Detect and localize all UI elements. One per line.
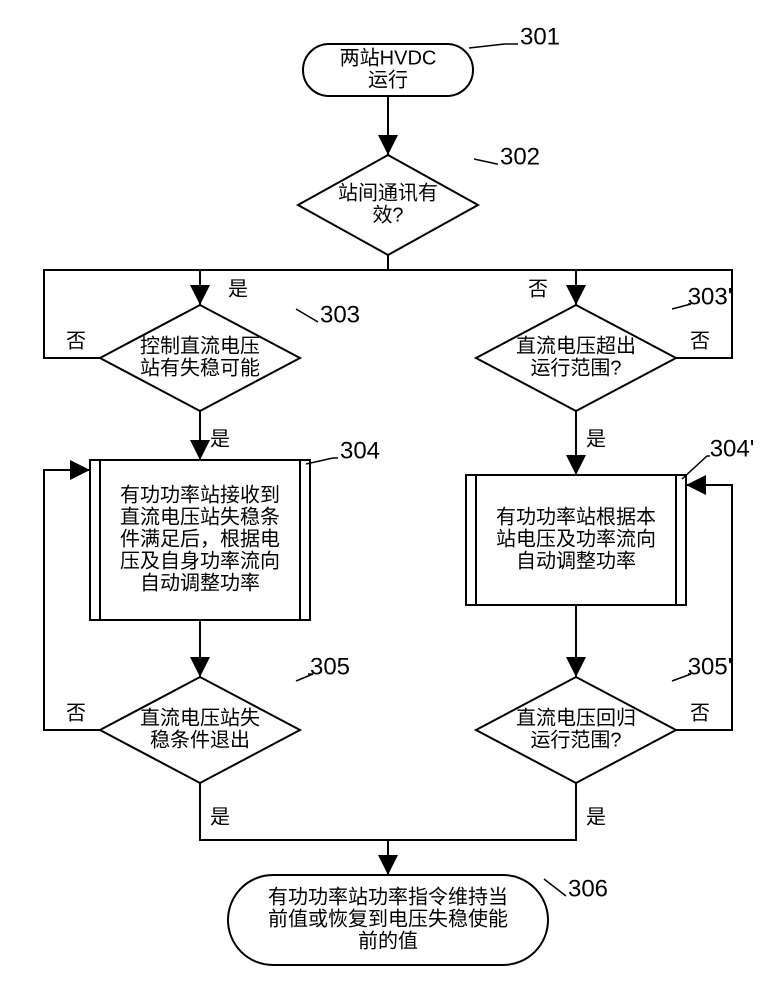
node-n306: 有功功率站功率指令维持当前值或恢复到电压失稳使能前的值 — [228, 875, 548, 965]
edge-label: 是 — [210, 806, 230, 828]
node-n305p: 直流电压回归运行范围? — [476, 677, 676, 783]
svg-text:运行范围?: 运行范围? — [530, 728, 621, 751]
callout-n305p: 305' — [672, 653, 732, 681]
flowchart: 是否否是否是否否是是两站HVDC运行301站间通讯有效?302控制直流电压站有失… — [0, 0, 776, 1000]
svg-text:自动调整功率: 自动调整功率 — [140, 571, 260, 594]
edge-label: 否 — [690, 330, 710, 352]
svg-text:305': 305' — [688, 653, 733, 680]
svg-text:304: 304 — [340, 437, 380, 464]
node-n301: 两站HVDC运行 — [303, 44, 473, 96]
callout-n304: 304 — [306, 437, 380, 464]
svg-text:直流电压回归: 直流电压回归 — [516, 706, 636, 729]
edge-label: 否 — [690, 702, 710, 724]
svg-text:直流电压站失: 直流电压站失 — [140, 706, 260, 729]
svg-text:302: 302 — [500, 143, 540, 170]
node-n303: 控制直流电压站有失稳可能 — [100, 305, 300, 411]
svg-text:运行范围?: 运行范围? — [530, 356, 621, 379]
svg-text:305: 305 — [310, 653, 350, 680]
svg-text:运行: 运行 — [368, 68, 408, 91]
callout-n305: 305 — [296, 653, 350, 681]
svg-text:直流电压超出: 直流电压超出 — [516, 334, 636, 357]
svg-text:303: 303 — [320, 301, 360, 328]
svg-text:控制直流电压: 控制直流电压 — [140, 334, 260, 357]
callout-n301: 301 — [469, 23, 560, 50]
svg-text:有功功率站接收到: 有功功率站接收到 — [120, 483, 280, 506]
edge-label: 否 — [528, 278, 548, 300]
svg-text:有功功率站功率指令维持当: 有功功率站功率指令维持当 — [268, 885, 508, 908]
svg-text:自动调整功率: 自动调整功率 — [516, 549, 636, 572]
node-n304p: 有功功率站根据本站电压及功率流向自动调整功率 — [466, 475, 686, 605]
svg-text:301: 301 — [520, 23, 560, 50]
node-n302: 站间通讯有效? — [298, 155, 478, 255]
svg-text:站电压及功率流向: 站电压及功率流向 — [496, 527, 656, 550]
svg-text:稳条件退出: 稳条件退出 — [150, 728, 250, 751]
edge-label: 否 — [66, 702, 86, 724]
edge — [388, 783, 576, 840]
svg-text:效?: 效? — [372, 203, 403, 226]
svg-text:303': 303' — [688, 283, 733, 310]
svg-text:直流电压站失稳条: 直流电压站失稳条 — [120, 505, 280, 528]
svg-text:有功功率站根据本: 有功功率站根据本 — [496, 505, 656, 528]
callout-n302: 302 — [474, 143, 540, 170]
svg-text:站间通讯有: 站间通讯有 — [338, 181, 438, 204]
edge-label: 是 — [586, 428, 606, 450]
svg-text:两站HVDC: 两站HVDC — [340, 46, 437, 69]
edge-label: 是 — [210, 428, 230, 450]
edge-label: 否 — [66, 330, 86, 352]
svg-text:306: 306 — [568, 875, 608, 902]
edge-label: 是 — [228, 278, 248, 300]
edge-label: 是 — [586, 806, 606, 828]
callout-n306: 306 — [544, 875, 608, 902]
callout-n303: 303 — [296, 301, 360, 328]
svg-text:前值或恢复到电压失稳使能: 前值或恢复到电压失稳使能 — [268, 907, 508, 930]
svg-text:304': 304' — [710, 435, 755, 462]
svg-text:站有失稳可能: 站有失稳可能 — [140, 356, 260, 379]
node-n303p: 直流电压超出运行范围? — [476, 305, 676, 411]
svg-text:前的值: 前的值 — [358, 929, 418, 952]
node-n304: 有功功率站接收到直流电压站失稳条件满足后，根据电压及自身功率流向自动调整功率 — [90, 460, 310, 620]
svg-text:件满足后，根据电: 件满足后，根据电 — [120, 527, 280, 550]
edge — [200, 783, 388, 875]
svg-text:压及自身功率流向: 压及自身功率流向 — [120, 549, 280, 572]
callout-n303p: 303' — [672, 283, 732, 310]
callout-n304p: 304' — [682, 435, 754, 479]
node-n305: 直流电压站失稳条件退出 — [100, 677, 300, 783]
